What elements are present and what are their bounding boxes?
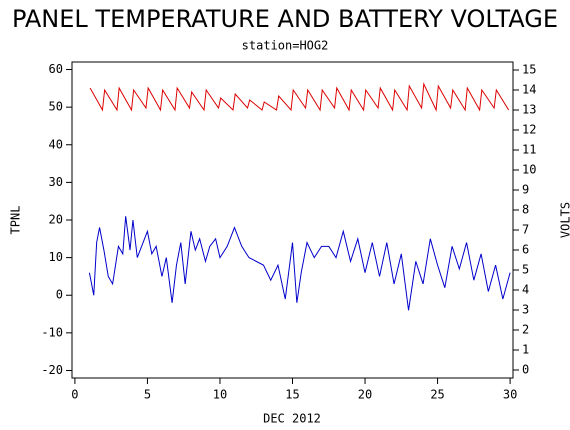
y2-tick-label: 11 [522,143,536,157]
y-tick-label: 50 [49,100,63,114]
y2-tick-label: 0 [522,363,529,377]
y2-tick-label: 6 [522,243,529,257]
y2-tick-label: 9 [522,183,529,197]
chart-subtitle: station=HOG2 [242,39,329,53]
y2-tick-label: 15 [522,63,536,77]
y2-tick-label: 14 [522,83,536,97]
y2-tick-label: 2 [522,323,529,337]
y2-tick-label: 13 [522,103,536,117]
y2-tick-label: 3 [522,303,529,317]
y2-tick-label: 8 [522,203,529,217]
y-tick-label: 30 [49,175,63,189]
plot-frame [71,61,514,379]
x-tick-label: 15 [285,388,299,402]
y-tick-label: 60 [49,62,63,76]
y2-tick-label: 7 [522,223,529,237]
y2-tick-label: 1 [522,343,529,357]
x-tick-label: 20 [358,388,372,402]
x-tick-label: 30 [503,388,517,402]
y2-tick-label: 12 [522,123,536,137]
y2-axis-label: VOLTS [559,202,570,238]
y2-tick-label: 4 [522,283,529,297]
x-tick-label: 0 [71,388,78,402]
x-tick-label: 5 [144,388,151,402]
x-axis-label: DEC 2012 [263,412,321,426]
y-tick-label: 10 [49,250,63,264]
y-tick-label: 0 [56,288,63,302]
series-line [88,216,511,311]
y-tick-label: 20 [49,213,63,227]
y2-tick-label: 10 [522,163,536,177]
x-tick-label: 25 [430,388,444,402]
y-tick-label: -20 [41,363,63,377]
x-tick-label: 10 [213,388,227,402]
chart-title: PANEL TEMPERATURE AND BATTERY VOLTAGE [12,5,558,33]
y2-tick-label: 5 [522,263,529,277]
y-tick-label: 40 [49,137,63,151]
y-axis-label: TPNL [9,206,23,235]
series-line [89,82,510,112]
y-tick-label: -10 [41,325,63,339]
